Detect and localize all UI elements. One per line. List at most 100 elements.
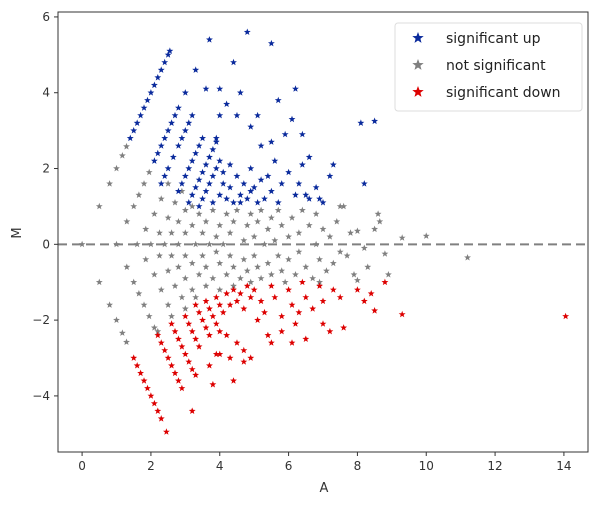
data-point bbox=[295, 248, 303, 255]
data-point bbox=[171, 369, 179, 377]
data-point bbox=[347, 229, 354, 236]
data-point bbox=[157, 339, 165, 346]
data-point bbox=[157, 286, 165, 293]
data-point bbox=[309, 274, 317, 282]
axes-frame bbox=[57, 11, 589, 453]
data-point bbox=[247, 210, 255, 217]
data-point bbox=[230, 377, 237, 384]
data-point bbox=[343, 252, 351, 259]
data-point bbox=[150, 399, 158, 407]
data-point bbox=[192, 293, 200, 301]
data-point bbox=[298, 278, 306, 286]
data-point bbox=[188, 259, 196, 267]
data-point bbox=[78, 240, 86, 248]
data-point bbox=[188, 286, 196, 293]
data-point bbox=[188, 327, 196, 335]
data-point bbox=[216, 350, 224, 358]
data-point bbox=[257, 274, 265, 282]
data-point bbox=[226, 161, 234, 168]
data-point bbox=[212, 138, 220, 145]
data-point bbox=[261, 240, 268, 248]
data-point bbox=[233, 172, 241, 179]
data-point bbox=[264, 225, 272, 233]
data-point bbox=[216, 85, 224, 92]
data-point bbox=[169, 153, 177, 161]
data-point bbox=[171, 327, 179, 335]
data-point bbox=[216, 157, 224, 164]
data-point bbox=[316, 278, 323, 286]
data-point bbox=[206, 331, 213, 339]
data-point bbox=[195, 142, 203, 149]
data-point bbox=[271, 236, 279, 244]
data-point bbox=[209, 380, 217, 388]
data-point bbox=[219, 308, 227, 316]
data-point bbox=[295, 308, 303, 316]
data-point bbox=[178, 293, 186, 301]
data-point bbox=[106, 301, 113, 308]
y-tick-label: −2 bbox=[32, 313, 50, 327]
data-point bbox=[209, 206, 217, 214]
x-tick-label: 10 bbox=[419, 459, 434, 473]
data-point bbox=[164, 301, 172, 308]
data-point bbox=[168, 362, 175, 369]
data-point bbox=[192, 149, 200, 157]
data-point bbox=[268, 282, 275, 289]
series-significant-up bbox=[126, 28, 378, 210]
data-point bbox=[161, 134, 169, 142]
data-point bbox=[206, 153, 213, 161]
legend-item: significant up bbox=[412, 31, 541, 47]
data-point bbox=[164, 214, 172, 221]
data-point bbox=[181, 305, 189, 312]
data-point bbox=[302, 263, 310, 270]
data-point bbox=[195, 176, 203, 183]
data-point bbox=[329, 161, 337, 168]
data-point bbox=[326, 172, 334, 179]
data-point bbox=[123, 218, 131, 225]
data-point bbox=[202, 282, 210, 289]
data-point bbox=[374, 210, 382, 217]
data-point bbox=[268, 187, 275, 195]
data-point bbox=[223, 210, 231, 217]
data-point bbox=[319, 225, 327, 233]
legend-box bbox=[394, 22, 583, 112]
data-point bbox=[195, 202, 203, 210]
data-point bbox=[360, 297, 368, 305]
data-point bbox=[113, 316, 120, 323]
data-point bbox=[226, 183, 234, 191]
data-point bbox=[150, 324, 158, 331]
data-point bbox=[254, 199, 261, 206]
data-point bbox=[164, 267, 172, 274]
data-point bbox=[247, 187, 255, 195]
data-point bbox=[219, 180, 227, 187]
data-point bbox=[140, 301, 148, 308]
data-point bbox=[350, 271, 358, 278]
data-point bbox=[250, 233, 258, 240]
data-point bbox=[140, 377, 148, 384]
data-point bbox=[209, 172, 217, 179]
data-point bbox=[398, 234, 406, 241]
data-point bbox=[199, 316, 206, 323]
data-point bbox=[278, 267, 286, 274]
data-point bbox=[150, 157, 158, 164]
data-point bbox=[150, 81, 158, 89]
data-point bbox=[195, 271, 203, 278]
data-point bbox=[371, 307, 378, 314]
data-point bbox=[230, 282, 237, 289]
x-tick-label: 14 bbox=[556, 459, 571, 473]
data-point bbox=[175, 263, 182, 270]
data-point bbox=[130, 202, 138, 210]
y-tick-label: −4 bbox=[32, 389, 50, 403]
data-point bbox=[247, 293, 255, 301]
data-point bbox=[185, 164, 193, 172]
data-point bbox=[202, 161, 210, 168]
data-point bbox=[166, 47, 174, 54]
data-point bbox=[181, 229, 189, 236]
data-point bbox=[233, 206, 241, 214]
data-point bbox=[305, 195, 313, 202]
data-point bbox=[154, 327, 162, 335]
legend-item: significant down bbox=[412, 85, 561, 101]
data-point bbox=[354, 286, 361, 293]
data-point bbox=[326, 233, 334, 240]
data-point bbox=[288, 115, 296, 123]
data-point bbox=[157, 415, 165, 422]
